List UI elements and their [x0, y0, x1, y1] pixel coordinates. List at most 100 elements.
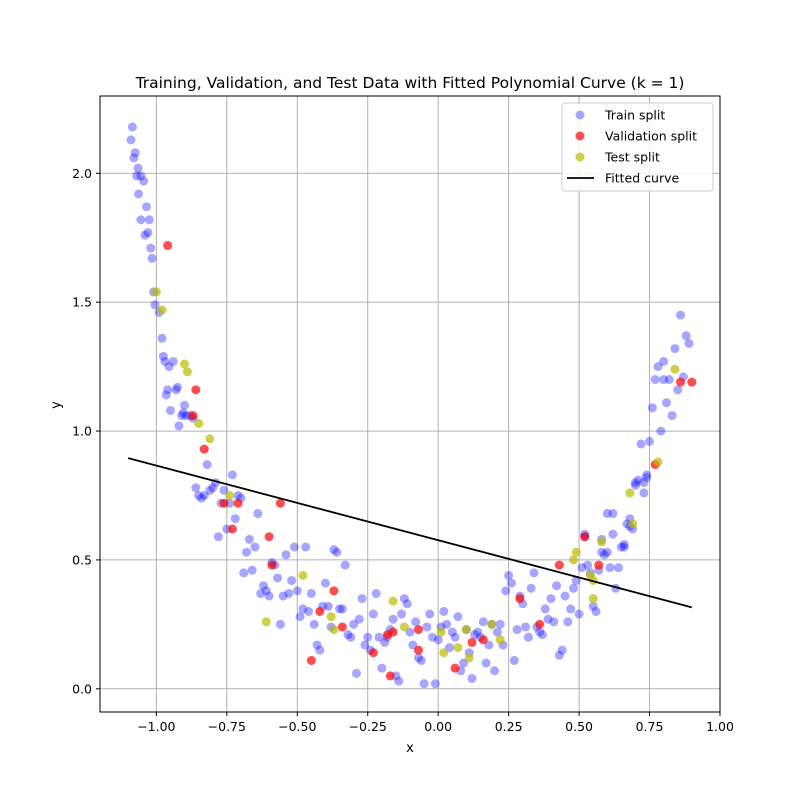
data-point — [540, 604, 550, 614]
data-point — [242, 547, 252, 557]
data-point — [478, 635, 488, 645]
data-point — [554, 650, 564, 660]
data-point — [368, 648, 378, 658]
data-point — [304, 606, 314, 616]
data-point — [577, 563, 587, 573]
data-point — [292, 586, 302, 596]
data-point — [144, 215, 154, 225]
data-point — [208, 483, 218, 493]
data-point — [552, 581, 562, 591]
data-point — [377, 663, 387, 673]
data-point — [661, 398, 671, 408]
data-point — [165, 405, 175, 415]
data-point — [419, 679, 429, 689]
data-point — [164, 362, 174, 372]
data-point — [467, 637, 477, 647]
data-point — [171, 385, 181, 395]
data-point — [529, 568, 539, 578]
legend-marker — [575, 152, 585, 162]
data-point — [436, 627, 446, 637]
data-point — [495, 619, 505, 629]
data-point — [301, 542, 311, 552]
data-point — [557, 645, 567, 655]
data-point — [602, 547, 612, 557]
data-point — [233, 490, 243, 500]
y-tick-label: 0.0 — [72, 681, 92, 696]
data-point — [298, 604, 308, 614]
data-point — [630, 478, 640, 488]
data-point — [312, 640, 322, 650]
data-point — [504, 570, 514, 580]
data-point — [467, 673, 477, 683]
data-point — [227, 470, 237, 480]
data-point — [681, 331, 691, 341]
data-point — [337, 604, 347, 614]
data-point — [591, 606, 601, 616]
data-point — [306, 655, 316, 665]
data-point — [597, 537, 607, 547]
data-point — [667, 411, 677, 421]
data-point — [146, 243, 156, 253]
data-point — [126, 135, 136, 145]
data-point — [177, 411, 187, 421]
data-point — [495, 635, 505, 645]
data-point — [250, 542, 260, 552]
data-point — [315, 645, 325, 655]
data-point — [450, 663, 460, 673]
data-point — [380, 637, 390, 647]
data-point — [492, 627, 502, 637]
legend-box — [561, 102, 714, 192]
data-point — [173, 382, 182, 392]
data-point — [136, 215, 146, 225]
data-point — [535, 619, 545, 629]
data-point — [549, 617, 559, 627]
data-point — [568, 583, 578, 593]
data-point — [399, 594, 409, 604]
data-point — [140, 230, 150, 240]
data-point — [340, 560, 350, 570]
data-point — [453, 612, 463, 622]
data-point — [633, 475, 643, 485]
data-point — [284, 588, 294, 598]
data-point — [129, 153, 139, 163]
data-point — [180, 400, 190, 410]
data-point — [253, 509, 263, 519]
data-point — [368, 609, 378, 619]
data-point — [411, 617, 421, 627]
data-point — [168, 356, 178, 366]
x-tick-label: 1.00 — [706, 719, 734, 734]
data-point — [337, 622, 347, 632]
data-point — [346, 632, 356, 642]
data-point — [374, 632, 384, 642]
data-point — [422, 622, 432, 632]
data-point — [602, 509, 612, 519]
y-tick-label: 2.0 — [72, 166, 92, 181]
data-point — [219, 498, 229, 508]
data-point — [614, 563, 624, 573]
data-point — [523, 632, 533, 642]
fitted-curve-line — [127, 457, 693, 609]
data-point — [371, 588, 381, 598]
data-point — [554, 560, 564, 570]
data-point — [136, 171, 146, 181]
data-point — [642, 470, 652, 480]
legend-label: Validation split — [605, 129, 697, 144]
data-point — [233, 498, 243, 508]
legend-label: Test split — [604, 150, 660, 165]
data-point — [509, 655, 519, 665]
data-point — [143, 228, 153, 238]
data-point — [464, 653, 474, 663]
data-point — [199, 490, 209, 500]
data-point — [335, 604, 345, 614]
data-point — [133, 163, 143, 173]
data-point — [568, 555, 578, 565]
data-point — [230, 514, 240, 524]
data-point — [684, 338, 694, 348]
data-point — [571, 576, 581, 586]
data-point — [264, 591, 274, 601]
data-point — [256, 588, 266, 598]
data-point — [478, 617, 488, 627]
data-point — [676, 377, 686, 387]
data-point — [178, 408, 188, 418]
